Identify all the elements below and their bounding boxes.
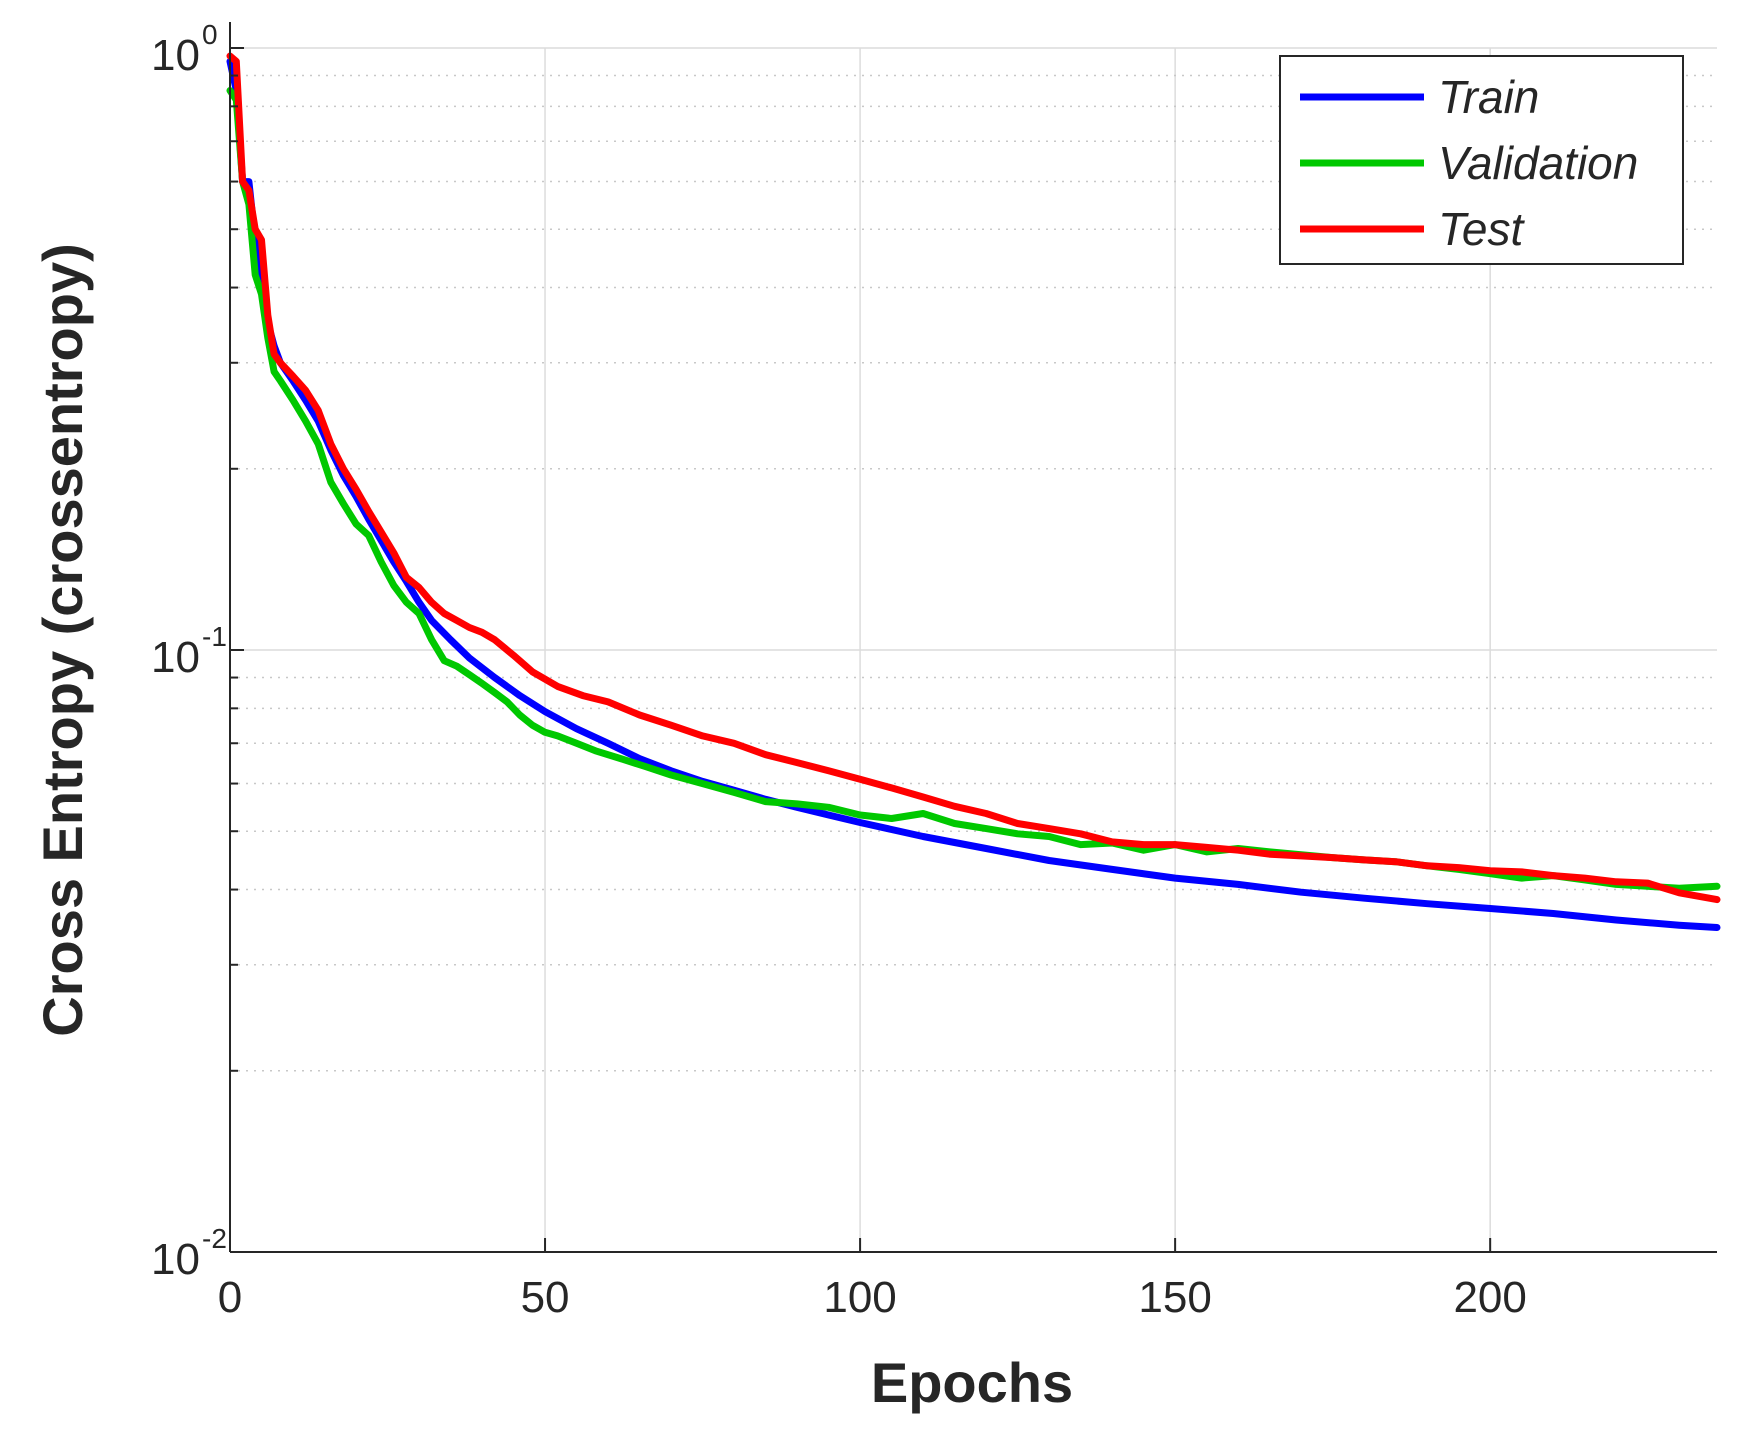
legend: Train Validation Test: [1279, 55, 1684, 265]
y-tick-label: 10: [151, 1235, 200, 1284]
axes: [229, 22, 1717, 1253]
series-line-test: [226, 52, 1721, 904]
series-layer: [226, 52, 1721, 931]
y-tick-label: 10: [151, 633, 200, 682]
y-axis-title: Cross Entropy (crossentropy): [31, 243, 94, 1037]
y-tick-exponent: -1: [202, 621, 227, 652]
x-tick-label: 50: [521, 1273, 570, 1322]
x-tick-label: 100: [823, 1273, 896, 1322]
x-tick-label: 200: [1453, 1273, 1526, 1322]
y-tick-label: 10: [151, 31, 200, 80]
legend-label-validation: Validation: [1438, 137, 1638, 189]
y-tick-exponent: 0: [202, 19, 218, 50]
x-axis-title: Epochs: [871, 1351, 1073, 1414]
y-tick-exponent: -2: [202, 1223, 227, 1254]
x-tick-label: 150: [1138, 1273, 1211, 1322]
legend-label-train: Train: [1438, 71, 1539, 123]
x-tick-label: 0: [218, 1273, 242, 1322]
legend-label-test: Test: [1438, 203, 1525, 255]
